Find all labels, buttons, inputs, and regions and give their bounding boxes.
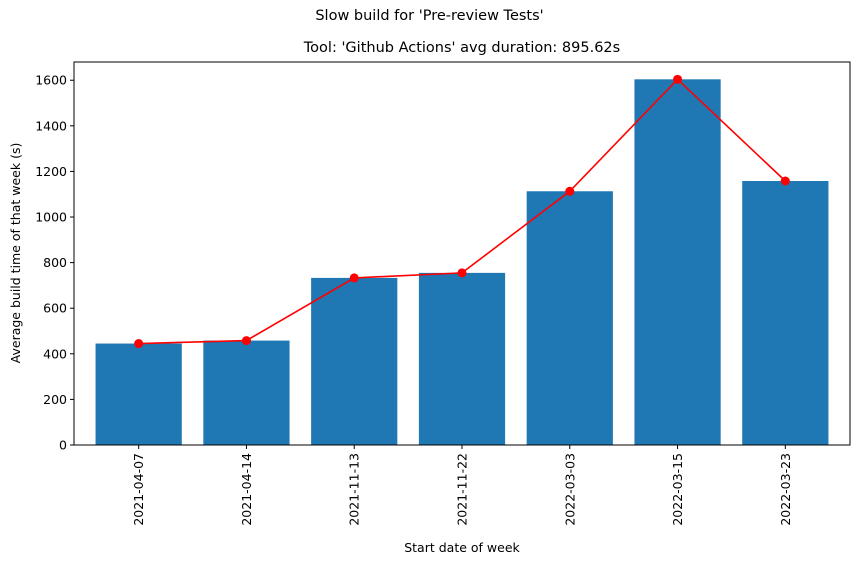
trend-point-2022-03-23 bbox=[780, 176, 790, 186]
x-tick-label-2021-04-14: 2021-04-14 bbox=[239, 453, 254, 526]
bar-2022-03-15 bbox=[634, 79, 721, 446]
bar-2021-11-13 bbox=[311, 277, 398, 445]
bar-2021-04-14 bbox=[203, 340, 290, 445]
y-tick-label-1600: 1600 bbox=[35, 73, 67, 88]
figure-suptitle: Slow build for 'Pre-review Tests' bbox=[315, 8, 544, 24]
x-tick-label-2022-03-23: 2022-03-23 bbox=[778, 453, 793, 526]
y-tick-label-400: 400 bbox=[43, 346, 67, 361]
x-tick-label-2021-04-07: 2021-04-07 bbox=[131, 453, 146, 526]
bars-group bbox=[95, 79, 829, 446]
x-axis: 2021-04-07 2021-04-14 2021-11-13 2021-11-22… bbox=[131, 445, 793, 526]
trend-line-group bbox=[134, 74, 790, 349]
trend-point-2022-03-15 bbox=[673, 74, 683, 84]
y-tick-label-800: 800 bbox=[43, 255, 67, 270]
bar-2021-11-22 bbox=[418, 272, 506, 445]
x-tick-label-2021-11-22: 2021-11-22 bbox=[455, 453, 470, 526]
x-tick-label-2022-03-15: 2022-03-15 bbox=[670, 453, 685, 526]
x-tick-label-2022-03-03: 2022-03-03 bbox=[562, 453, 577, 526]
y-tick-label-1200: 1200 bbox=[35, 164, 67, 179]
y-tick-label-1000: 1000 bbox=[35, 210, 67, 225]
y-tick-label-1400: 1400 bbox=[35, 118, 67, 133]
bar-2022-03-23 bbox=[742, 181, 829, 445]
bar-2022-03-03 bbox=[526, 191, 613, 445]
trend-point-2022-03-03 bbox=[565, 186, 575, 196]
y-axis-label: Average build time of that week (s) bbox=[8, 143, 23, 364]
trend-point-2021-11-22 bbox=[457, 268, 467, 278]
y-tick-label-600: 600 bbox=[43, 301, 67, 316]
y-tick-label-0: 0 bbox=[59, 438, 67, 453]
bar-2021-04-07 bbox=[95, 343, 182, 445]
y-tick-label-200: 200 bbox=[43, 392, 67, 407]
x-tick-label-2021-11-13: 2021-11-13 bbox=[347, 453, 362, 526]
trend-point-2021-04-07 bbox=[134, 339, 144, 349]
trend-point-2021-11-13 bbox=[349, 273, 359, 283]
chart-title: Tool: 'Github Actions' avg duration: 895… bbox=[303, 40, 620, 56]
x-axis-label: Start date of week bbox=[404, 540, 520, 555]
y-axis: 0 200 400 600 800 1000 1200 1400 1600 bbox=[35, 73, 74, 453]
plot-frame bbox=[73, 61, 851, 446]
trend-point-2021-04-14 bbox=[241, 336, 251, 346]
